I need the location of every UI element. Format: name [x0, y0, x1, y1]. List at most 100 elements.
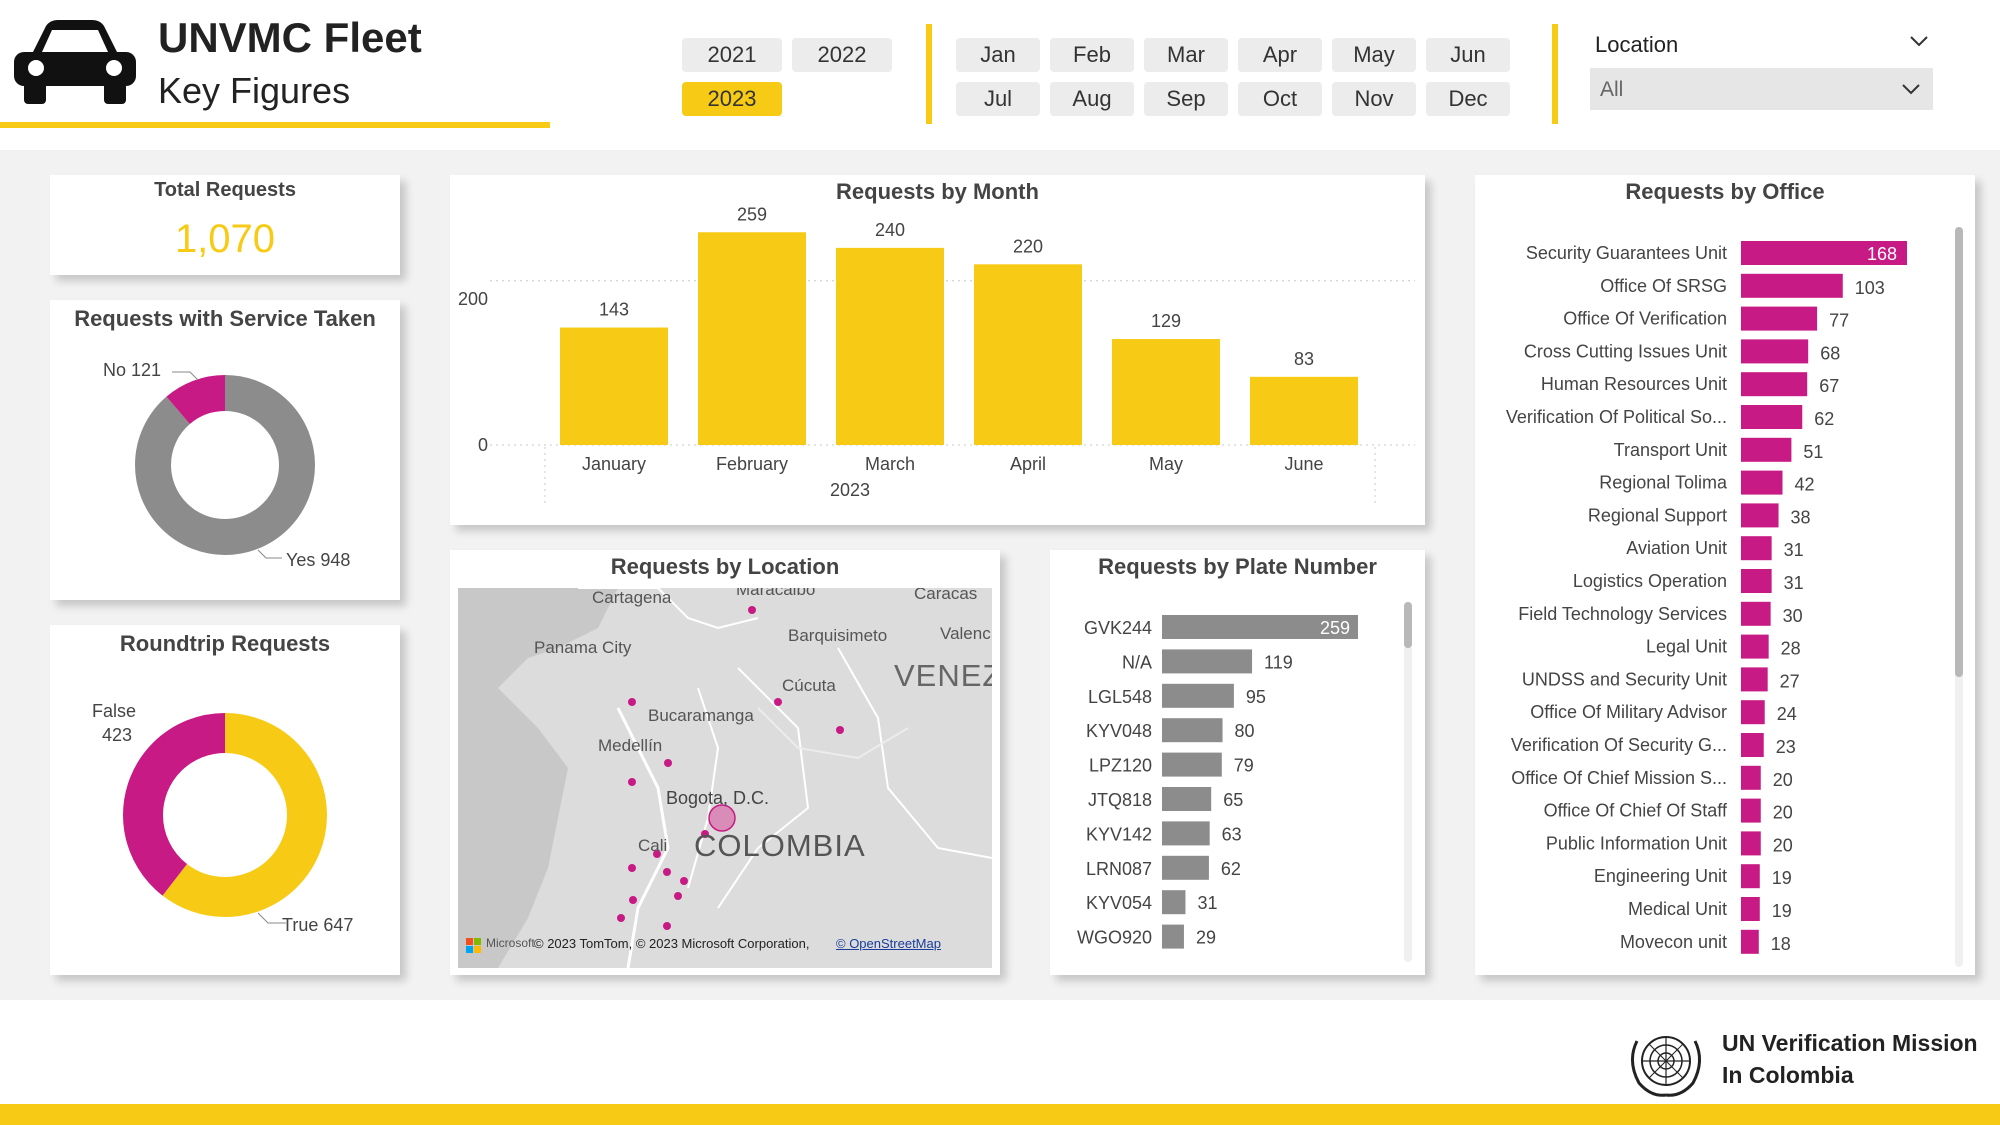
- map-marker[interactable]: [774, 698, 782, 706]
- map-canvas[interactable]: Cartagena Maracaibo Caracas Panama City …: [458, 588, 992, 968]
- chevron-down-icon[interactable]: [1908, 30, 1930, 52]
- year-button-2022[interactable]: 2022: [792, 38, 892, 72]
- month-button-dec[interactable]: Dec: [1426, 82, 1510, 116]
- total-requests-value: 1,070: [174, 217, 276, 261]
- map-marker[interactable]: [628, 864, 636, 872]
- month-bar-chart: 143 January 259 February 240 March 220 April 129…: [490, 204, 1415, 505]
- office-label: Office Of Chief Of Staff: [1544, 801, 1728, 821]
- map-place-label: Medellín: [598, 736, 663, 755]
- microsoft-logo-text: Microsoft: [486, 936, 535, 950]
- x-tick-label: January: [582, 454, 646, 474]
- chevron-down-icon[interactable]: [1900, 78, 1922, 100]
- map-place-label: Cúcuta: [782, 676, 836, 695]
- map-place-label: Panama City: [534, 638, 632, 657]
- bar-data-label: 62: [1221, 859, 1241, 879]
- bar-data-label: 18: [1771, 934, 1791, 954]
- bar-data-label: 63: [1222, 824, 1242, 844]
- month-button-nov[interactable]: Nov: [1332, 82, 1416, 116]
- office-label: Regional Tolima: [1599, 473, 1728, 493]
- bar-data-label: 240: [875, 220, 905, 240]
- month-button-aug[interactable]: Aug: [1050, 82, 1134, 116]
- bar-data-label: 79: [1234, 756, 1254, 776]
- office-label: Public Information Unit: [1546, 833, 1727, 853]
- map-place-label: Bogota, D.C.: [666, 788, 770, 808]
- bar-data-label: 31: [1784, 540, 1804, 560]
- office-bar: [1741, 437, 1792, 462]
- leader-line: [257, 549, 282, 559]
- bar-data-label: 77: [1829, 311, 1849, 331]
- scrollbar-track[interactable]: [1404, 602, 1412, 962]
- plate-chart-card: Requests by Plate Number GVK244 259 N/A 119…: [1050, 550, 1425, 975]
- bar-data-label: 259: [1320, 618, 1350, 638]
- month-button-may[interactable]: May: [1332, 38, 1416, 72]
- map-marker[interactable]: [663, 868, 671, 876]
- bar-data-label: 20: [1773, 770, 1793, 790]
- month-button-feb[interactable]: Feb: [1050, 38, 1134, 72]
- office-label: Security Guarantees Unit: [1526, 243, 1727, 263]
- roundtrip-title: Roundtrip Requests: [119, 631, 331, 656]
- month-button-jul[interactable]: Jul: [956, 82, 1040, 116]
- bar-data-label: 20: [1773, 803, 1793, 823]
- month-button-oct[interactable]: Oct: [1238, 82, 1322, 116]
- org-name-line1: UN Verification Mission: [1722, 1030, 1978, 1056]
- x-tick-label: March: [865, 454, 915, 474]
- office-label: Transport Unit: [1614, 440, 1727, 460]
- bar-data-label: 168: [1867, 244, 1897, 264]
- scrollbar-thumb[interactable]: [1404, 602, 1412, 648]
- map-marker[interactable]: [748, 606, 756, 614]
- map-marker[interactable]: [663, 922, 671, 930]
- month-button-mar[interactable]: Mar: [1144, 38, 1228, 72]
- map-marker[interactable]: [617, 914, 625, 922]
- map-marker[interactable]: [629, 896, 637, 904]
- bar-data-label: 129: [1151, 311, 1181, 331]
- roundtrip-card: Roundtrip Requests False 423 True 647: [50, 625, 400, 975]
- bar-data-label: 103: [1855, 278, 1885, 298]
- plate-bar: [1162, 890, 1186, 915]
- bar-data-label: 80: [1235, 721, 1255, 741]
- bar-data-label: 62: [1814, 409, 1834, 429]
- office-bar: [1741, 929, 1759, 954]
- y-tick-label: 200: [458, 289, 489, 309]
- bar-data-label: 119: [1264, 652, 1293, 672]
- org-name-line2: In Colombia: [1722, 1062, 1854, 1088]
- bar-data-label: 28: [1781, 639, 1801, 659]
- map-marker[interactable]: [628, 778, 636, 786]
- openstreetmap-link[interactable]: © OpenStreetMap: [836, 936, 941, 951]
- car-icon: [14, 20, 136, 104]
- plate-bar: [1162, 752, 1222, 777]
- map-marker[interactable]: [653, 850, 661, 858]
- map-marker-bogota[interactable]: [708, 804, 736, 832]
- year-button-2023[interactable]: 2023: [682, 82, 782, 116]
- map-marker[interactable]: [680, 877, 688, 885]
- map-place-label: Bucaramanga: [648, 706, 754, 725]
- plate-label: WGO920: [1077, 928, 1152, 948]
- month-button-apr[interactable]: Apr: [1238, 38, 1322, 72]
- office-chart-title: Requests by Office: [1625, 179, 1825, 204]
- office-label: Regional Support: [1588, 505, 1727, 525]
- map-marker[interactable]: [674, 892, 682, 900]
- month-chart-card: Requests by Month 143 January 259 February 2…: [450, 175, 1425, 525]
- plate-label: JTQ818: [1088, 790, 1152, 810]
- map-graphics: [458, 588, 992, 968]
- total-requests-title: Total Requests: [154, 179, 296, 201]
- map-country-label: COLOMBIA: [694, 828, 866, 863]
- month-button-jun[interactable]: Jun: [1426, 38, 1510, 72]
- plate-label: LPZ120: [1089, 756, 1152, 776]
- year-button-2021[interactable]: 2021: [682, 38, 782, 72]
- month-bar: [974, 264, 1082, 445]
- map-marker[interactable]: [701, 830, 709, 838]
- month-button-sep[interactable]: Sep: [1144, 82, 1228, 116]
- map-marker[interactable]: [836, 726, 844, 734]
- office-label: Office Of Verification: [1563, 309, 1727, 329]
- bar-data-label: 19: [1772, 901, 1792, 921]
- location-dropdown[interactable]: [1590, 68, 1933, 110]
- map-place-label: Barquisimeto: [788, 626, 888, 645]
- donut-label-true: True 647: [282, 915, 354, 935]
- month-button-jan[interactable]: Jan: [956, 38, 1040, 72]
- map-marker[interactable]: [628, 698, 636, 706]
- plate-bar: [1162, 924, 1184, 949]
- bar-data-label: 220: [1013, 236, 1043, 256]
- map-marker[interactable]: [664, 759, 672, 767]
- scrollbar-thumb[interactable]: [1955, 227, 1963, 677]
- office-label: Engineering Unit: [1594, 866, 1727, 886]
